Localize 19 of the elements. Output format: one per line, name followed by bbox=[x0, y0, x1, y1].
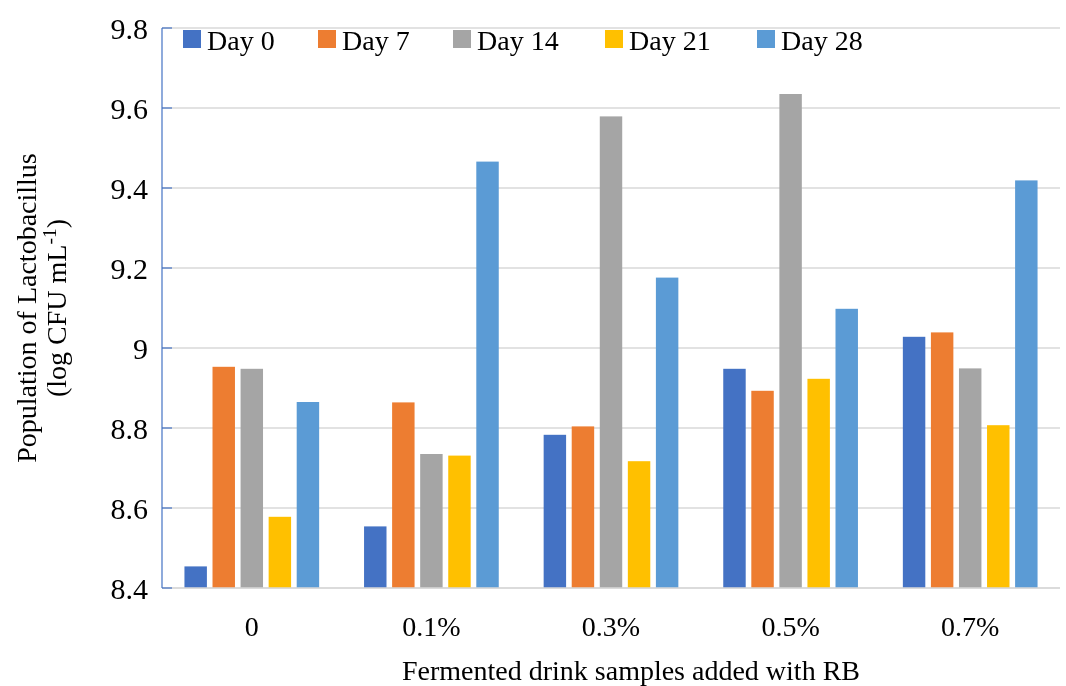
x-tick-label: 0.7% bbox=[941, 611, 1000, 642]
x-axis-title: Fermented drink samples added with RB bbox=[401, 655, 861, 686]
y-tick-label: 8.8 bbox=[110, 411, 148, 445]
legend-label: Day 14 bbox=[477, 24, 559, 56]
y-tick-label: 9.4 bbox=[110, 171, 148, 205]
y-tick-label: 8.6 bbox=[110, 491, 148, 525]
legend-label: Day 21 bbox=[629, 24, 711, 56]
x-tick-label: 0.3% bbox=[581, 611, 641, 642]
x-tick-label: 0 bbox=[244, 611, 259, 642]
x-tick-label: 0.5% bbox=[761, 611, 820, 642]
legend-label: Day 0 bbox=[207, 24, 275, 56]
legend-label: Day 7 bbox=[342, 24, 410, 56]
y-tick-label: 9.8 bbox=[110, 11, 148, 45]
legend-label: Day 28 bbox=[781, 24, 863, 56]
y-tick-label: 8.4 bbox=[110, 571, 148, 605]
y-tick-label: 9 bbox=[133, 331, 148, 365]
y-tick-label: 9.2 bbox=[110, 251, 148, 285]
x-tick-label: 0.1% bbox=[402, 611, 461, 642]
y-tick-label: 9.6 bbox=[110, 91, 148, 125]
